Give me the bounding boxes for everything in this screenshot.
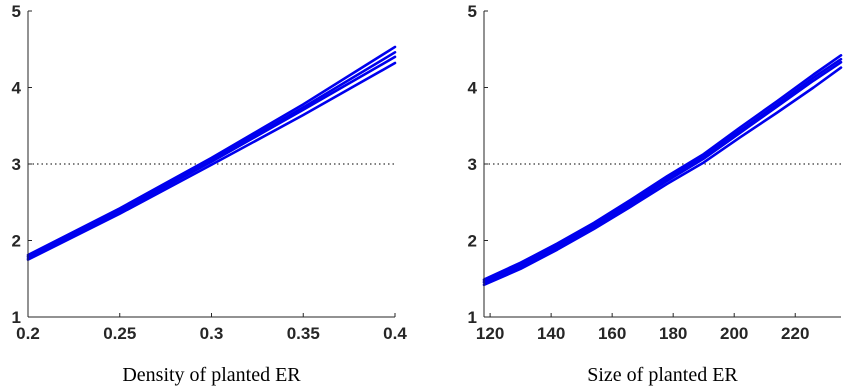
left-series-line-1: [26, 45, 397, 257]
left-y-tick-label: 4: [12, 79, 22, 98]
left-x-tick-label: 0.25: [103, 324, 136, 343]
left-x-tick-label: 0.4: [383, 324, 407, 343]
left-y-tick-label: 3: [12, 155, 21, 174]
left-x-tick-label: 0.35: [287, 324, 320, 343]
right-y-tick-label: 1: [468, 308, 477, 327]
right-x-tick-label: 140: [537, 324, 565, 343]
right-series-line-2: [482, 57, 843, 283]
right-y-tick-label: 3: [468, 155, 477, 174]
left-y-tick-label: 2: [12, 232, 21, 251]
left-chart-panel: 0.2 0.25 0.3 0.35 0.4 1 2 3 4 5 Density of planted…: [12, 2, 408, 386]
right-series-line-4: [482, 66, 843, 287]
left-x-axis-title: Density of planted ER: [122, 364, 301, 386]
left-x-tick-label: 0.3: [200, 324, 224, 343]
left-series-line-2: [26, 51, 397, 258]
left-series-line-4: [26, 61, 397, 261]
right-x-tick-label: 160: [598, 324, 626, 343]
right-x-axis-title: Size of planted ER: [587, 364, 738, 386]
right-y-tick-label: 2: [468, 232, 477, 251]
right-y-tick-label: 5: [468, 2, 477, 21]
left-x-tick-label: 0.2: [16, 324, 40, 343]
right-x-tick-label: 120: [476, 324, 504, 343]
right-series-line-3: [482, 60, 843, 284]
right-y-tick-label: 4: [468, 79, 478, 98]
left-y-tick-label: 1: [12, 308, 21, 327]
right-plot-area: [484, 11, 841, 317]
right-x-tick-label: 180: [659, 324, 687, 343]
right-series-line-1: [482, 54, 843, 281]
left-y-tick-label: 5: [12, 2, 21, 21]
right-chart-panel: 120 140 160 180 200 220 1 2 3 4 5 Size of planted E…: [468, 2, 843, 386]
left-series-line-3: [26, 55, 397, 260]
right-x-tick-label: 220: [781, 324, 809, 343]
right-x-tick-label: 200: [720, 324, 748, 343]
